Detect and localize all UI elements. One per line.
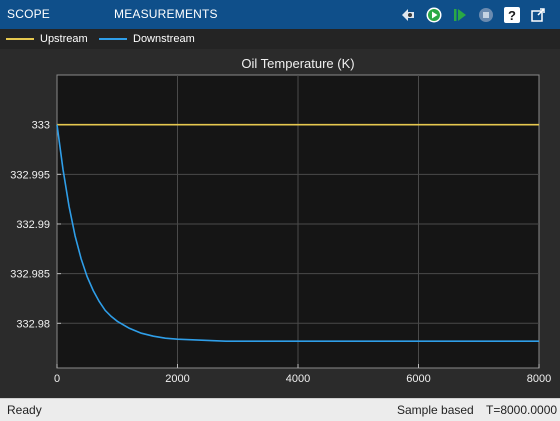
x-tick-label: 8000 xyxy=(527,373,551,385)
status-mode: Sample based xyxy=(397,403,474,417)
help-icon[interactable]: ? xyxy=(502,5,522,25)
y-tick-label: 332.99 xyxy=(16,219,50,231)
status-bar: Ready Sample based T=8000.0000 xyxy=(0,398,560,421)
stop-icon[interactable] xyxy=(476,5,496,25)
chart-title: Oil Temperature (K) xyxy=(241,56,355,71)
tab-scope[interactable]: SCOPE xyxy=(7,7,51,21)
run-icon[interactable] xyxy=(424,5,444,25)
legend-swatch xyxy=(99,38,127,40)
y-tick-label: 332.985 xyxy=(10,269,50,281)
undock-icon[interactable] xyxy=(528,5,548,25)
legend-swatch xyxy=(6,38,34,40)
tab-measurements[interactable]: MEASUREMENTS xyxy=(114,7,218,21)
x-tick-label: 2000 xyxy=(165,373,189,385)
status-time: T=8000.0000 xyxy=(486,403,558,417)
legend-item-downstream[interactable]: Downstream xyxy=(99,32,195,46)
y-tick-label: 333 xyxy=(32,120,50,132)
legend-label: Downstream xyxy=(133,33,195,45)
series-line-downstream xyxy=(56,124,539,343)
y-tick-label: 332.995 xyxy=(10,169,50,181)
x-tick-label: 0 xyxy=(54,373,60,385)
y-tick-label: 332.98 xyxy=(16,318,50,330)
x-tick-label: 4000 xyxy=(286,373,310,385)
status-state: Ready xyxy=(7,403,42,417)
toolbar-icons: ? xyxy=(398,2,548,27)
step-forward-icon[interactable] xyxy=(450,5,470,25)
x-tick-label: 6000 xyxy=(406,373,430,385)
legend-item-upstream[interactable]: Upstream xyxy=(6,32,88,46)
legend: Upstream Downstream xyxy=(0,29,560,49)
arrow-step-back-icon[interactable] xyxy=(398,5,418,25)
line-chart[interactable]: 0 2000 4000 6000 8000 333 332.995 332.99 332.985… xyxy=(0,49,560,398)
legend-label: Upstream xyxy=(40,33,88,45)
toolstrip: SCOPE MEASUREMENTS ? xyxy=(0,0,560,29)
svg-text:?: ? xyxy=(508,8,516,23)
